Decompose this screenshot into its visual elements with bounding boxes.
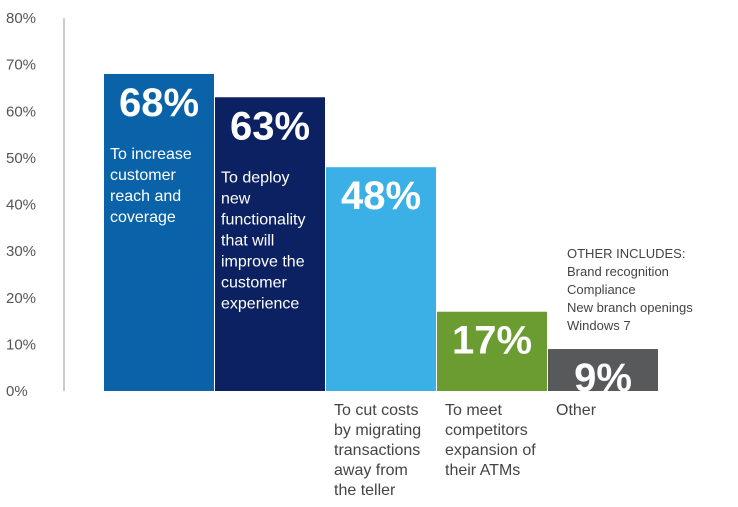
bars: 68% 63% 48% 17% 9% [104, 73, 658, 400]
bar-category-label: competitors [445, 422, 528, 439]
bar-category-label: transactions [334, 442, 420, 459]
bar [326, 167, 436, 391]
bar-category-label: experience [221, 295, 299, 312]
bar-category-label: customer [221, 274, 287, 291]
y-tick-label: 50% [6, 150, 36, 167]
bar-category-label: away from [334, 462, 408, 479]
bar-value-label: 9% [574, 356, 632, 400]
bar-category-label: improve the [221, 253, 305, 270]
bar-category-label: by migrating [334, 422, 421, 439]
bar-labels: To increase customer reach and coverage To d… [110, 146, 597, 499]
bar-value-label: 17% [452, 319, 532, 363]
y-tick-label: 70% [6, 57, 36, 74]
note-item: Compliance [567, 282, 636, 297]
bar-value-label: 48% [341, 174, 421, 218]
y-axis-ticks: 0% 10% 20% 30% 40% 50% 60% 70% 80% [6, 10, 36, 400]
bar-category-label: coverage [110, 209, 176, 226]
y-tick-label: 10% [6, 336, 36, 353]
bar-category-label: that will [221, 232, 274, 249]
note-item: Windows 7 [567, 318, 631, 333]
bar-value-label: 63% [230, 104, 310, 148]
bar-category-label: customer [110, 167, 176, 184]
note-item: New branch openings [567, 300, 693, 315]
bar-category-label: reach and [110, 188, 181, 205]
bar-category-label: their ATMs [445, 462, 520, 479]
y-tick-label: 0% [6, 383, 28, 400]
note-item: Brand recognition [567, 264, 669, 279]
bar-category-label: To meet [445, 402, 502, 419]
bar-category-label: functionality [221, 211, 306, 228]
bar-category-label: To increase [110, 146, 192, 163]
bar [104, 73, 214, 391]
y-tick-label: 80% [6, 10, 36, 27]
note-title: OTHER INCLUDES: [567, 246, 686, 261]
bar [215, 97, 325, 391]
bar [437, 311, 547, 391]
bar-value-label: 68% [119, 81, 199, 125]
y-tick-label: 60% [6, 103, 36, 120]
bar-category-label: Other [556, 402, 597, 419]
bar-category-label: expansion of [445, 442, 536, 459]
bar-category-label: To deploy [221, 169, 290, 186]
y-tick-label: 30% [6, 243, 36, 260]
y-tick-label: 40% [6, 197, 36, 214]
other-includes-note: OTHER INCLUDES: Brand recognition Compli… [567, 245, 737, 335]
bar-category-label: new [221, 190, 251, 207]
bar-category-label: the teller [334, 482, 396, 499]
bar [548, 349, 658, 391]
y-tick-label: 20% [6, 290, 36, 307]
bar-category-label: To cut costs [334, 402, 418, 419]
